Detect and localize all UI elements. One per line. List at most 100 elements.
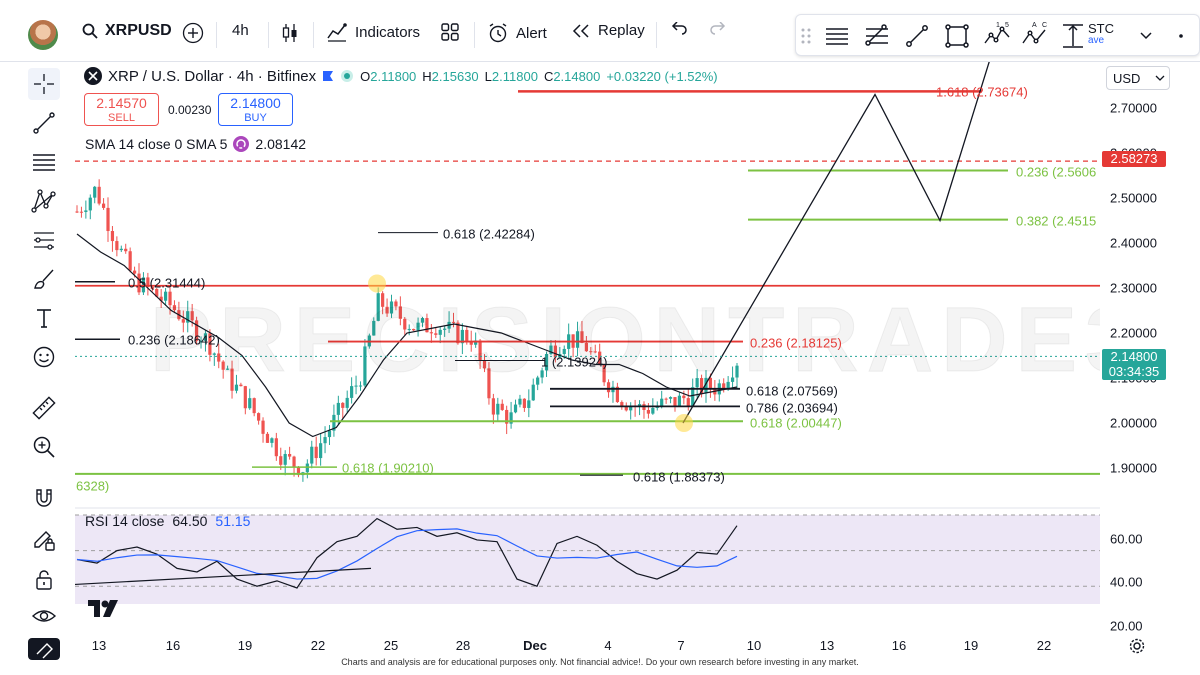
settings-gear-icon[interactable] — [1128, 637, 1146, 660]
more-icon[interactable] — [1166, 21, 1196, 51]
candle-body — [403, 318, 407, 330]
text-tool[interactable] — [28, 302, 60, 334]
candle-body — [217, 353, 221, 362]
fib-tool[interactable] — [28, 146, 60, 178]
candle-body — [208, 333, 212, 355]
pencil-lock-icon — [34, 531, 55, 551]
candle-body — [372, 320, 376, 336]
candle-body — [668, 397, 673, 399]
remove-drawings-tool[interactable] — [28, 638, 60, 660]
candle-body — [505, 409, 509, 424]
alert-button[interactable]: Alert — [487, 22, 547, 44]
indicators-button[interactable]: Indicators — [326, 22, 420, 42]
horizontal-lines-icon[interactable] — [822, 21, 852, 51]
candle-body — [606, 382, 611, 393]
templates-button[interactable] — [440, 22, 460, 42]
chart-type-button[interactable] — [281, 22, 299, 44]
candle-body — [438, 329, 442, 335]
crosshair-tool[interactable] — [28, 68, 60, 100]
candle-body — [248, 398, 252, 409]
symbol-search-button[interactable]: XRPUSD — [82, 22, 172, 40]
candle-body — [664, 398, 668, 400]
candle-body — [190, 311, 194, 321]
currency-select[interactable]: USD — [1106, 66, 1170, 90]
interval-button[interactable]: 4h — [232, 22, 249, 39]
candle-body — [226, 368, 230, 370]
candle-body — [584, 342, 588, 352]
rsi-legend[interactable]: RSI 14 close 64.50 51.15 — [85, 513, 250, 529]
drag-handle-icon[interactable] — [800, 21, 812, 51]
prediction-tool[interactable] — [28, 224, 60, 256]
time-tick-label: 13 — [91, 638, 107, 653]
svg-text:C: C — [1042, 22, 1047, 29]
candle-body — [615, 386, 620, 403]
candle-body — [128, 251, 132, 271]
projection-path — [682, 62, 990, 424]
buy-button[interactable]: 2.14800 BUY — [218, 93, 293, 126]
visibility-tool[interactable] — [28, 600, 60, 632]
sma-legend[interactable]: SMA 14 close 0 SMA 5 2.08142 — [85, 136, 306, 152]
undo-button[interactable] — [670, 22, 688, 38]
candle-body — [620, 402, 624, 407]
fib-label-382: 0.382 (2.4515 — [1016, 213, 1097, 229]
compare-button[interactable] — [182, 22, 204, 44]
rsi-ma-line — [76, 528, 738, 580]
rectangle-icon[interactable] — [942, 21, 972, 51]
time-tick-label: 28 — [455, 638, 471, 653]
candle-body — [531, 384, 535, 401]
candle-body — [735, 365, 739, 378]
candle-body — [194, 320, 199, 341]
measure-tool[interactable] — [28, 392, 60, 424]
undo-icon — [671, 22, 687, 35]
candle-body — [637, 404, 642, 407]
emoji-tool[interactable] — [28, 341, 60, 373]
candle-body — [385, 306, 389, 314]
rsi-ma-value: 51.15 — [215, 513, 251, 529]
replay-button[interactable]: Replay — [571, 22, 645, 39]
fib-label-618-d: 0.618 (1.90210) — [342, 460, 434, 476]
magnet-tool[interactable] — [28, 482, 60, 514]
fib-retracement-icon[interactable] — [862, 21, 892, 51]
candle-body — [341, 402, 345, 408]
trendline-tool[interactable] — [28, 107, 60, 139]
candle-body — [252, 398, 256, 414]
candle-body — [624, 406, 628, 411]
candle-body — [673, 397, 677, 407]
candle-body — [394, 301, 398, 307]
price-range-icon[interactable] — [1058, 21, 1088, 51]
candle-body — [562, 348, 566, 355]
redo-button[interactable] — [709, 22, 727, 38]
fib-label-05: 0.5 (2.31444) — [128, 275, 206, 291]
smiley-icon — [33, 346, 55, 368]
fib-label-1: 1 (2.13924) — [541, 354, 608, 370]
candle-body — [598, 351, 602, 366]
stay-drawing-tool[interactable] — [28, 524, 60, 556]
time-tick-label: 4 — [604, 638, 612, 653]
candle-body — [376, 293, 380, 321]
chevron-down-icon[interactable] — [1131, 21, 1161, 51]
pattern-tool[interactable] — [28, 185, 60, 217]
zoom-tool[interactable] — [28, 431, 60, 463]
candle-body — [518, 398, 522, 405]
trend-line-icon[interactable] — [902, 21, 932, 51]
avatar[interactable] — [28, 20, 58, 50]
candle-body — [593, 351, 597, 353]
alert-label: Alert — [516, 24, 547, 42]
sell-button[interactable]: 2.14570 SELL — [84, 93, 159, 126]
candle-body — [234, 384, 239, 391]
candle-body — [434, 333, 438, 335]
candle-body — [682, 395, 686, 399]
brush-tool[interactable] — [28, 263, 60, 295]
tradingview-logo[interactable] — [88, 600, 120, 624]
loading-spinner-icon — [233, 136, 250, 152]
price-tick-label: 2.00000 — [1110, 415, 1157, 431]
rsi-trend-line — [75, 567, 372, 586]
legend-title: XRP / U.S. Dollar · 4h · Bitfinex — [108, 67, 317, 85]
price-chart[interactable] — [75, 62, 1100, 660]
drawbar-partial-label[interactable]: STC ave — [1088, 21, 1114, 46]
candle-body — [350, 386, 354, 398]
lock-tool[interactable] — [28, 564, 60, 596]
candle-body — [589, 351, 593, 353]
